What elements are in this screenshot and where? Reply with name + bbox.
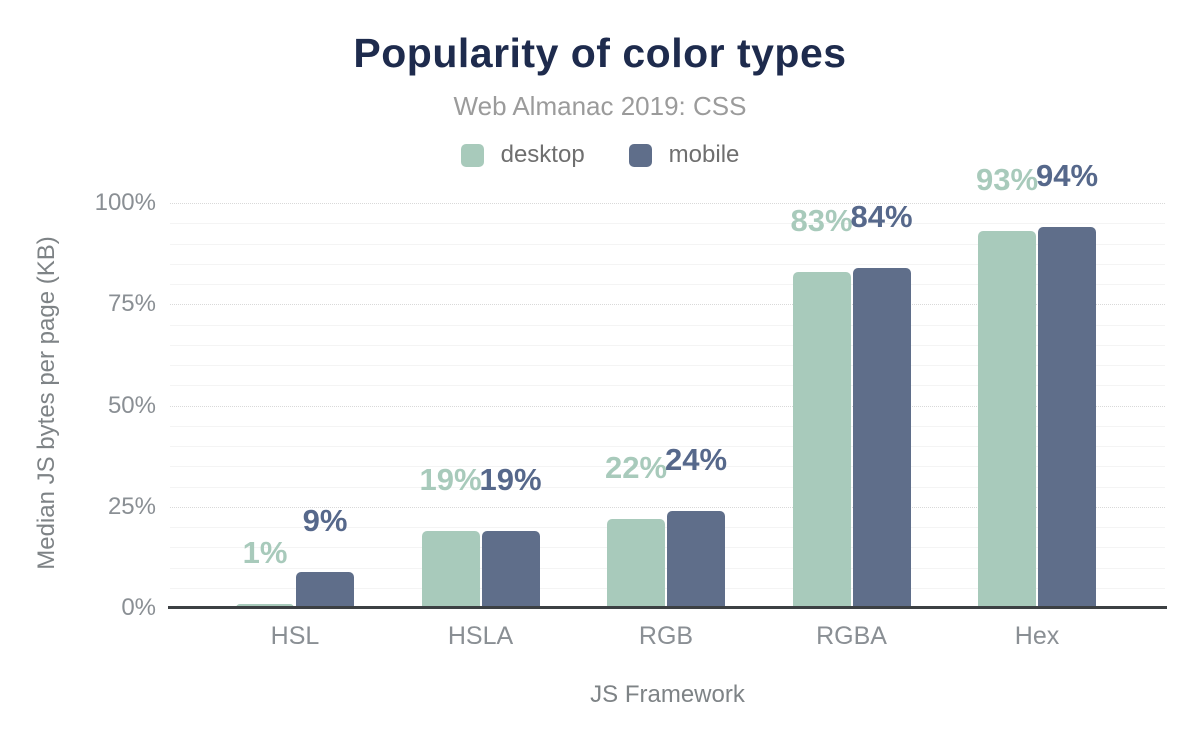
y-tick-0%: 0% (121, 594, 156, 621)
y-tick-75%: 75% (107, 290, 156, 318)
value-label-desktop-RGB: 22% (604, 449, 668, 485)
bar-mobile-RGB[interactable] (667, 510, 725, 608)
minor-gridline-65 (170, 344, 1165, 346)
legend-swatch-mobile (628, 143, 652, 167)
value-label-desktop-Hex: 93% (975, 162, 1039, 198)
legend-item-mobile: mobile (628, 141, 740, 169)
chart-subtitle: Web Almanac 2019: CSS (453, 91, 747, 121)
minor-gridline-80 (170, 284, 1165, 285)
bar-desktop-HSLA[interactable] (421, 531, 480, 608)
value-label-mobile-RGB: 24% (664, 441, 728, 477)
chart-title: Popularity of color types (353, 30, 847, 76)
bar-desktop-Hex[interactable] (978, 231, 1036, 608)
bar-mobile-HSLA[interactable] (481, 531, 540, 608)
minor-gridline-95 (170, 223, 1165, 225)
legend-swatch-desktop (460, 143, 484, 167)
minor-gridline-40 (170, 446, 1165, 447)
y-tick-50%: 50% (107, 391, 156, 419)
minor-gridline-60 (170, 365, 1165, 366)
legend-label-mobile: mobile (668, 141, 740, 168)
y-axis-title: Median JS bytes per page (KB) (33, 236, 60, 570)
x-tick-RGBA: RGBA (816, 622, 887, 650)
x-tick-RGB: RGB (638, 622, 694, 650)
value-label-mobile-RGBA: 84% (850, 198, 913, 234)
minor-gridline-45 (170, 425, 1165, 427)
value-label-mobile-HSLA: 19% (479, 462, 542, 498)
bar-mobile-HSL[interactable] (296, 571, 354, 608)
x-tick-Hex: Hex (1014, 622, 1060, 650)
x-tick-HSL: HSL (270, 622, 320, 650)
minor-gridline-85 (170, 263, 1165, 265)
x-axis-title: JS Framework (590, 681, 745, 708)
bar-mobile-Hex[interactable] (1038, 227, 1096, 608)
value-label-mobile-HSL: 9% (302, 502, 348, 538)
bar-desktop-HSL[interactable] (236, 603, 294, 608)
bar-mobile-RGBA[interactable] (852, 267, 911, 608)
minor-gridline-55 (170, 385, 1165, 387)
value-label-desktop-RGBA: 83% (790, 202, 853, 238)
y-tick-100%: 100% (94, 189, 156, 216)
legend-item-desktop: desktop (460, 141, 585, 169)
major-gridline-50 (170, 405, 1165, 407)
bar-desktop-RGB[interactable] (607, 518, 665, 608)
minor-gridline-90 (170, 243, 1165, 245)
x-axis-line (168, 606, 1167, 609)
minor-gridline-30 (170, 486, 1165, 488)
minor-gridline-70 (170, 324, 1165, 326)
x-tick-HSLA: HSLA (447, 622, 514, 650)
legend: desktop mobile (0, 141, 1200, 169)
value-label-desktop-HSL: 1% (242, 534, 288, 570)
bar-desktop-RGBA[interactable] (792, 271, 851, 608)
value-label-mobile-Hex: 94% (1035, 158, 1099, 194)
y-tick-25%: 25% (107, 492, 156, 520)
legend-label-desktop: desktop (500, 141, 585, 168)
plot-area: 1% 9% 19% 19% 22% 24% 83% 84% 93% 94% (168, 160, 1167, 609)
major-gridline-100 (170, 203, 1165, 204)
value-label-desktop-HSLA: 19% (419, 462, 482, 498)
major-gridline-75 (170, 304, 1165, 306)
major-gridline-25 (170, 506, 1165, 508)
minor-gridline-35 (170, 466, 1165, 468)
